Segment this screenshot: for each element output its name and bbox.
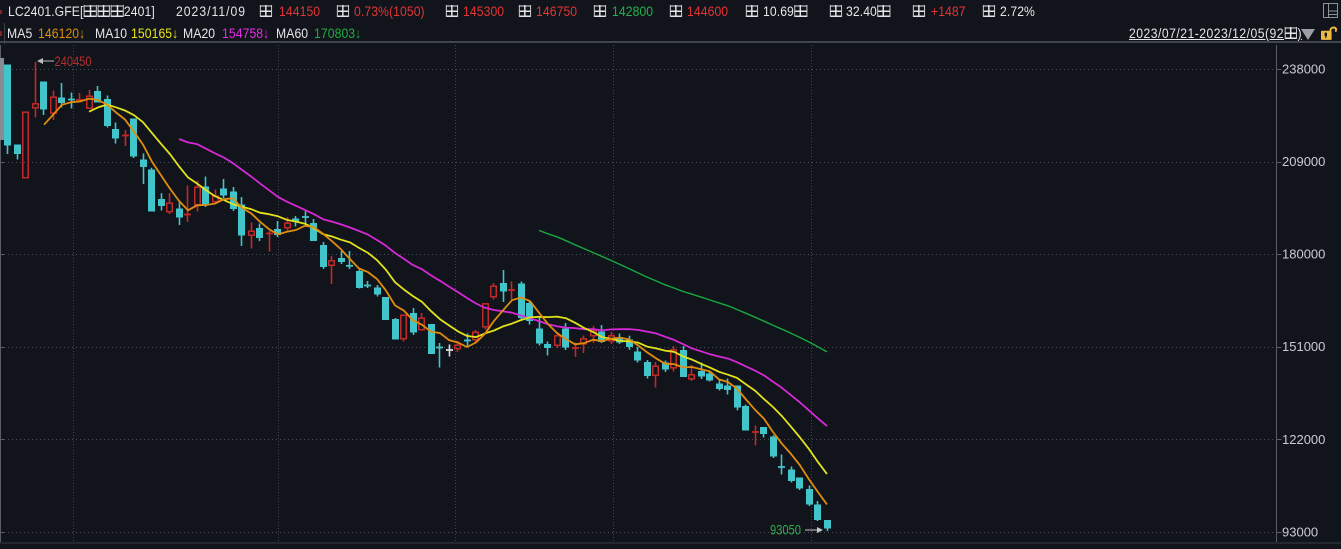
svg-text:238000: 238000 xyxy=(1282,61,1325,76)
svg-text:209000: 209000 xyxy=(1282,154,1325,169)
svg-text:93050: 93050 xyxy=(770,523,801,538)
svg-text:122000: 122000 xyxy=(1282,432,1325,447)
svg-text:93000: 93000 xyxy=(1282,524,1318,539)
svg-text:180000: 180000 xyxy=(1282,247,1325,262)
svg-text:240450: 240450 xyxy=(55,54,92,69)
svg-text:151000: 151000 xyxy=(1282,339,1325,354)
